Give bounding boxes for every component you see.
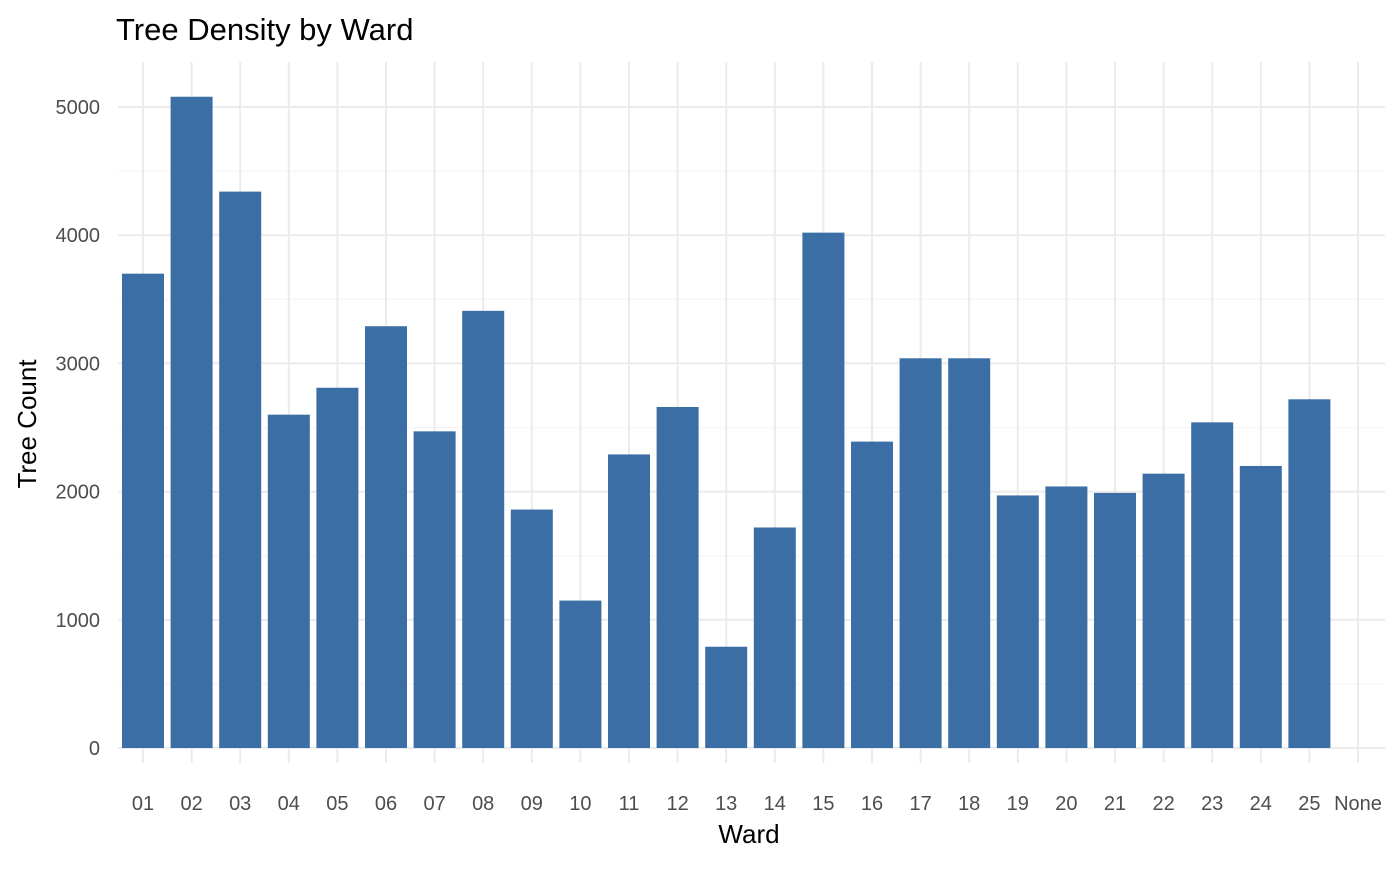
x-tick-label: 10: [569, 793, 591, 815]
bar-ward-07: [413, 431, 456, 748]
x-tick-label: 22: [1152, 793, 1174, 815]
bar-ward-04: [267, 414, 310, 748]
bar-ward-18: [948, 358, 991, 748]
x-tick-label: 25: [1298, 793, 1320, 815]
x-tick-label: 20: [1055, 793, 1077, 815]
bar-ward-09: [510, 509, 553, 748]
bar-ward-01: [122, 273, 164, 748]
x-axis-ticks: 01 02 03 04 05 06 07 08 09 10 11 12 13 14 15 16 17 18 19 20…: [132, 793, 1382, 815]
bar-ward-17: [899, 358, 942, 748]
x-tick-label: 01: [132, 793, 154, 815]
y-tick-label: 1000: [56, 610, 101, 632]
x-tick-label: 09: [521, 793, 543, 815]
bar-ward-20: [1045, 486, 1088, 748]
x-tick-label: 24: [1250, 793, 1272, 815]
x-tick-label: 11: [619, 793, 640, 815]
bar-ward-11: [608, 454, 650, 748]
x-tick-label: 06: [375, 793, 397, 815]
x-tick-label: 18: [958, 793, 980, 815]
bars: [122, 96, 1331, 749]
y-tick-label: 4000: [56, 225, 101, 247]
x-tick-label: 02: [180, 793, 202, 815]
x-tick-label: 14: [764, 793, 786, 815]
x-tick-label: 16: [861, 793, 883, 815]
x-tick-label: 17: [909, 793, 931, 815]
bar-ward-23: [1191, 422, 1234, 748]
y-tick-label: 3000: [56, 353, 101, 375]
x-tick-label: 03: [229, 793, 251, 815]
bar-ward-19: [996, 495, 1039, 748]
x-tick-label: 05: [326, 793, 348, 815]
y-tick-label: 0: [89, 738, 100, 760]
bar-ward-12: [656, 406, 699, 748]
x-tick-label: 04: [278, 793, 300, 815]
bar-ward-15: [802, 232, 845, 749]
bar-ward-02: [170, 96, 213, 748]
y-axis-ticks: 0 1000 2000 3000 4000 5000: [56, 97, 101, 760]
bar-ward-24: [1239, 465, 1282, 748]
bar-ward-13: [705, 646, 748, 748]
x-tick-label: 23: [1201, 793, 1223, 815]
bar-ward-03: [219, 191, 262, 748]
x-tick-label: None: [1334, 793, 1382, 815]
y-tick-label: 5000: [56, 97, 101, 119]
x-axis-title: Ward: [718, 819, 779, 849]
x-tick-label: 15: [812, 793, 834, 815]
bar-ward-16: [851, 441, 893, 748]
bar-ward-21: [1094, 492, 1136, 748]
bar-ward-10: [559, 600, 602, 748]
x-tick-label: 19: [1007, 793, 1029, 815]
bar-ward-22: [1142, 473, 1185, 748]
bar-ward-05: [316, 387, 359, 748]
bar-ward-14: [753, 527, 796, 748]
bar-ward-08: [462, 310, 505, 748]
bar-ward-06: [365, 326, 407, 748]
bar-ward-25: [1288, 399, 1331, 748]
x-tick-label: 07: [423, 793, 445, 815]
x-tick-label: 13: [715, 793, 737, 815]
y-axis-title: Tree Count: [12, 359, 42, 489]
x-tick-label: 12: [666, 793, 688, 815]
x-tick-label: 08: [472, 793, 494, 815]
chart-title: Tree Density by Ward: [116, 12, 413, 47]
y-tick-label: 2000: [56, 482, 101, 504]
x-tick-label: 21: [1104, 793, 1126, 815]
